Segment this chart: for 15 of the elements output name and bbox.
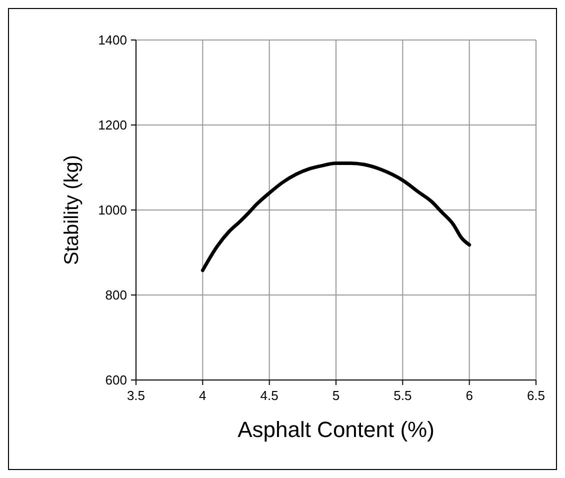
x-tick-label: 4	[199, 388, 206, 403]
x-tick-label: 6	[466, 388, 473, 403]
line-series	[200, 162, 472, 272]
x-tick-label: 5.5	[394, 388, 412, 403]
y-tick-label: 1400	[98, 32, 127, 48]
x-tick-label: 5	[332, 388, 340, 403]
y-tick-label: 1200	[98, 118, 127, 132]
y-tick-label: 600	[105, 372, 127, 388]
y-tick-label: 800	[105, 288, 127, 302]
x-tick-label: 4.5	[260, 388, 278, 403]
x-axis-title: Asphalt Content (%)	[238, 417, 434, 442]
y-axis-title: Stability (kg)	[61, 154, 83, 266]
x-tick-label: 3.5	[126, 388, 146, 403]
y-tick-label: 1000	[98, 202, 127, 218]
x-tick-label: 6.5	[526, 388, 546, 403]
